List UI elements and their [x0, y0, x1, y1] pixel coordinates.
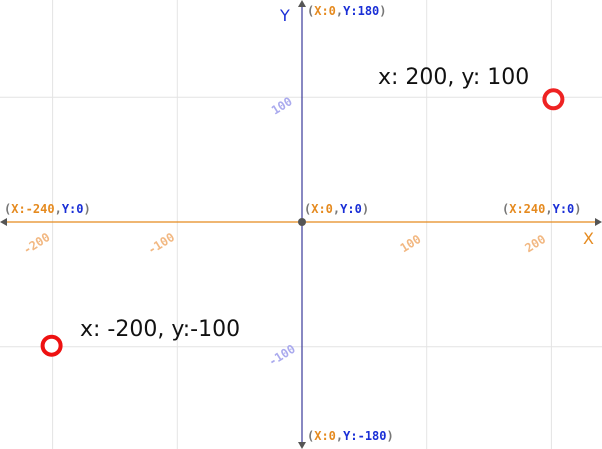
x-tick-label: -200 — [21, 230, 53, 257]
edge-label-left-y: Y:0 — [62, 202, 84, 216]
y-axis-label: Y — [279, 6, 290, 25]
edge-label-right-y: Y:0 — [553, 202, 575, 216]
edge-label-bottom-y: Y:-180 — [343, 429, 386, 443]
point-label-2: x: -200, y:-100 — [80, 317, 240, 342]
origin-dot — [298, 218, 306, 226]
edge-label-top: (X:0,Y:180) — [307, 4, 387, 18]
point-marker-2 — [40, 334, 63, 357]
edge-label-right: (X:240,Y:0) — [502, 202, 582, 216]
point-label-1: x: 200, y: 100 — [378, 65, 529, 90]
y-axis-arrow-bottom — [298, 442, 306, 449]
x-tick-label: -100 — [145, 230, 177, 257]
x-tick-label: 200 — [522, 232, 548, 255]
x-axis-arrow-left — [0, 218, 7, 226]
edge-label-left-x: X:-240 — [11, 202, 54, 216]
edge-label-origin: (X:0,Y:0) — [304, 202, 369, 216]
edge-label-bottom-x: X:0 — [314, 429, 336, 443]
edge-label-origin-x: X:0 — [311, 202, 333, 216]
edge-label-top-y: Y:180 — [343, 4, 379, 18]
edge-label-top-x: X:0 — [314, 4, 336, 18]
x-axis-arrow-right — [595, 218, 602, 226]
edge-label-origin-y: Y:0 — [340, 202, 362, 216]
edge-label-bottom: (X:0,Y:-180) — [307, 429, 394, 443]
y-axis-arrow-top — [298, 0, 306, 7]
x-tick-label: 100 — [398, 232, 424, 255]
edge-label-right-x: X:240 — [509, 202, 545, 216]
edge-label-left: (X:-240,Y:0) — [4, 202, 91, 216]
x-axis-label: X — [583, 229, 594, 248]
y-tick-label: -100 — [266, 342, 298, 369]
point-marker-1 — [542, 88, 565, 111]
